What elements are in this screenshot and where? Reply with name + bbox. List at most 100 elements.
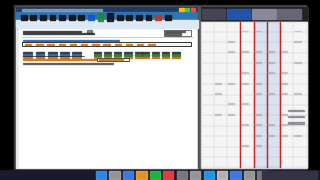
- Bar: [227, 9, 251, 19]
- Bar: [135, 57, 142, 58]
- Bar: [244, 171, 254, 179]
- Bar: [48, 54, 57, 56]
- Bar: [152, 54, 159, 56]
- Bar: [87, 30, 92, 33]
- Bar: [254, 62, 261, 63]
- Bar: [135, 52, 142, 53]
- Bar: [228, 145, 234, 146]
- Bar: [185, 8, 189, 11]
- Bar: [23, 57, 32, 58]
- Bar: [281, 114, 287, 115]
- Bar: [23, 40, 119, 41]
- Bar: [281, 62, 287, 63]
- Bar: [172, 52, 180, 53]
- Bar: [124, 57, 132, 58]
- Bar: [254, 124, 261, 125]
- Bar: [214, 103, 221, 104]
- Bar: [16, 7, 198, 12]
- Bar: [277, 9, 301, 19]
- Bar: [126, 15, 132, 20]
- Bar: [294, 83, 300, 84]
- Bar: [23, 59, 126, 60]
- Bar: [36, 44, 43, 45]
- Bar: [114, 52, 121, 53]
- Bar: [48, 57, 57, 58]
- Bar: [104, 57, 111, 58]
- Bar: [16, 12, 198, 28]
- Bar: [23, 42, 103, 43]
- Bar: [70, 44, 76, 45]
- Bar: [165, 33, 181, 35]
- Bar: [214, 51, 221, 52]
- FancyBboxPatch shape: [22, 42, 191, 46]
- Bar: [104, 52, 111, 53]
- Bar: [96, 171, 106, 179]
- Bar: [214, 93, 221, 94]
- Bar: [150, 171, 160, 179]
- FancyBboxPatch shape: [97, 58, 129, 61]
- Bar: [94, 52, 101, 53]
- Bar: [281, 103, 287, 104]
- Bar: [126, 44, 132, 45]
- Bar: [99, 59, 123, 60]
- Bar: [152, 52, 159, 53]
- Bar: [294, 41, 300, 42]
- Bar: [107, 13, 113, 21]
- Bar: [30, 15, 36, 20]
- Bar: [142, 52, 149, 53]
- Bar: [92, 44, 99, 45]
- Bar: [204, 171, 214, 179]
- Bar: [135, 54, 142, 56]
- Bar: [257, 171, 268, 179]
- Bar: [190, 171, 200, 179]
- Bar: [142, 54, 149, 56]
- Bar: [98, 13, 103, 21]
- Bar: [146, 15, 151, 20]
- Bar: [72, 54, 81, 56]
- Bar: [162, 57, 169, 58]
- Bar: [40, 15, 46, 20]
- Bar: [142, 57, 149, 58]
- Bar: [36, 57, 44, 58]
- Bar: [22, 9, 102, 11]
- Bar: [214, 135, 221, 136]
- Bar: [267, 22, 280, 167]
- Bar: [69, 15, 75, 20]
- Bar: [228, 103, 234, 104]
- Bar: [114, 57, 121, 58]
- Bar: [50, 15, 55, 20]
- Bar: [288, 122, 304, 124]
- Bar: [21, 15, 27, 20]
- Bar: [202, 9, 225, 19]
- Bar: [114, 54, 121, 56]
- Bar: [214, 83, 221, 84]
- Bar: [23, 63, 113, 64]
- Bar: [104, 54, 111, 56]
- Bar: [117, 15, 123, 20]
- Bar: [109, 171, 120, 179]
- Bar: [198, 7, 200, 168]
- Bar: [162, 52, 169, 53]
- Bar: [36, 52, 44, 53]
- Bar: [59, 44, 65, 45]
- Bar: [81, 44, 87, 45]
- Bar: [137, 44, 143, 45]
- Bar: [78, 15, 84, 20]
- Bar: [115, 44, 121, 45]
- Bar: [172, 54, 180, 56]
- Bar: [163, 171, 173, 179]
- Bar: [19, 28, 196, 166]
- Bar: [155, 15, 161, 20]
- Bar: [16, 7, 198, 168]
- Bar: [72, 57, 81, 58]
- Bar: [25, 44, 31, 45]
- Bar: [191, 8, 195, 11]
- Bar: [23, 52, 32, 53]
- Bar: [136, 171, 147, 179]
- Bar: [254, 93, 261, 94]
- Bar: [214, 145, 221, 146]
- Bar: [94, 54, 101, 56]
- Bar: [48, 52, 57, 53]
- Bar: [23, 54, 32, 56]
- Bar: [179, 8, 184, 11]
